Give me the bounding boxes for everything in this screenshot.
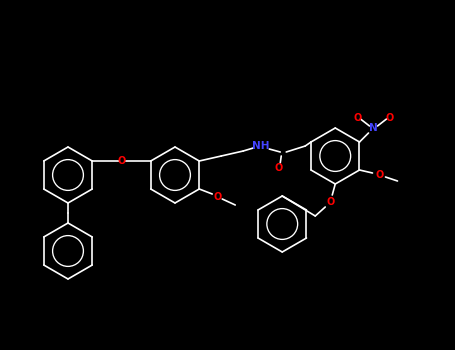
Text: O: O [274, 163, 283, 173]
Text: O: O [385, 113, 394, 123]
Text: O: O [326, 197, 334, 207]
Text: N: N [369, 123, 378, 133]
Text: O: O [375, 170, 384, 180]
Text: O: O [117, 156, 126, 166]
Text: O: O [213, 192, 222, 202]
Text: O: O [354, 113, 362, 123]
Text: NH: NH [253, 141, 270, 151]
